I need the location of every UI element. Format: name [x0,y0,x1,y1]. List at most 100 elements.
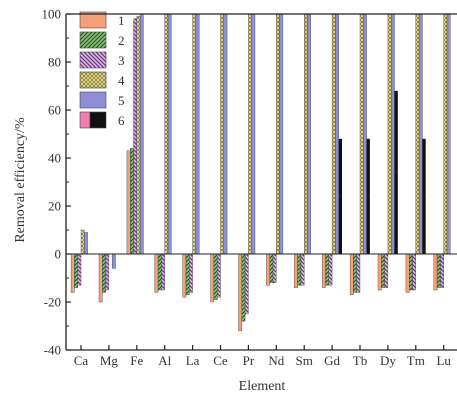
bar-3 [328,253,333,286]
bar-4 [331,14,336,255]
bar-1 [322,253,326,288]
bar-6-lower [422,196,426,254]
y-tick-label: 80 [48,55,61,70]
axes: -40 -20 0 20 40 60 80 100 Ca Mg Fe Al La Ce Pr Nd Sm Gd Tb… [42,7,457,368]
bar-1 [238,253,242,332]
y-axis-title: Removal efficiency/% [13,117,28,243]
legend: 1 2 3 4 5 6 [79,11,125,129]
bar-4 [164,14,169,255]
bar-2 [409,253,413,291]
legend-label-5: 5 [118,93,125,108]
bar-2 [381,253,385,288]
bar-5 [111,253,116,269]
bar-5 [223,14,228,255]
bar-4 [443,14,448,255]
bar-4 [415,14,420,255]
bar-1 [98,253,103,303]
bar-3 [189,253,193,293]
legend-swatch-5 [79,91,107,109]
bar-4 [192,14,197,255]
bar-1 [405,253,410,293]
x-axis-title: Element [239,379,286,394]
bar-3 [440,253,444,288]
legend-swatch-2 [79,31,107,49]
bar-1 [433,253,438,291]
x-tick-label: Lu [436,353,451,368]
bar-3 [272,253,277,283]
bar-2 [297,253,302,286]
y-tick-label: -40 [44,343,61,358]
legend-swatch-6-black [89,111,107,129]
bar-4 [220,14,224,255]
x-tick-label: Fe [130,353,143,368]
bar-3 [77,253,82,286]
bar-2 [185,253,190,295]
bar-3 [300,253,305,286]
bar-2 [74,253,78,288]
legend-swatch-6 [79,111,91,129]
bar-3 [216,253,221,298]
x-tick-label: Al [158,353,171,368]
bar-5 [335,14,339,255]
bar-6-lower [366,196,370,254]
bar-5 [84,232,88,255]
bar-4 [387,14,392,255]
bar-4 [304,14,308,255]
bar-5 [363,14,367,255]
y-tick-label: 40 [48,151,61,166]
x-tick-label: Sm [296,353,313,368]
bar-2 [241,253,246,322]
bar-5 [418,14,423,255]
bar-4 [359,14,364,255]
bar-3 [356,253,361,293]
bar-1 [70,253,75,293]
bar-3 [105,253,110,291]
x-tick-label: Ce [213,353,228,368]
bar-6-lower [394,172,398,254]
bar-4 [276,14,280,255]
bar-6-lower [338,196,342,254]
legend-swatch-1 [79,11,107,29]
bar-1 [349,253,354,295]
legend-swatch-4 [79,71,107,89]
x-tick-label: La [186,353,200,368]
bar-3 [244,253,249,315]
bar-5 [167,14,172,255]
bar-1 [294,253,298,288]
bar-2 [213,253,218,300]
x-tick-label: Ca [74,353,89,368]
bar-6 [338,138,342,197]
bar-1 [126,150,131,255]
bar-5 [307,14,311,255]
bar-1 [377,253,382,291]
bar-1 [266,253,270,286]
legend-swatch-3 [79,51,107,69]
bar-2 [353,253,357,293]
bar-3 [133,18,137,255]
bar-2 [129,148,134,255]
bar-3 [384,253,389,288]
bar-1 [154,253,159,293]
bar-3 [412,253,416,291]
bar-4 [80,229,85,255]
x-tick-label: Tm [407,353,425,368]
bar-5 [139,14,144,255]
legend-label-6: 6 [118,113,125,128]
x-tick-label: Pr [243,353,255,368]
y-tick-label: 60 [48,103,61,118]
bar-6 [366,138,370,197]
bar-2 [269,253,274,283]
x-tick-label: Dy [380,353,396,368]
bar-2 [325,253,329,286]
x-tick-label: Tb [353,353,367,368]
y-tick-label: 20 [48,199,61,214]
bar-4 [136,16,141,255]
bar-5 [279,14,284,255]
bar-2 [102,253,106,293]
bar-5 [391,14,395,255]
bar-5 [446,14,451,255]
bar-6 [394,90,398,173]
x-tick-label: Gd [324,353,340,368]
bar-6 [422,138,426,197]
